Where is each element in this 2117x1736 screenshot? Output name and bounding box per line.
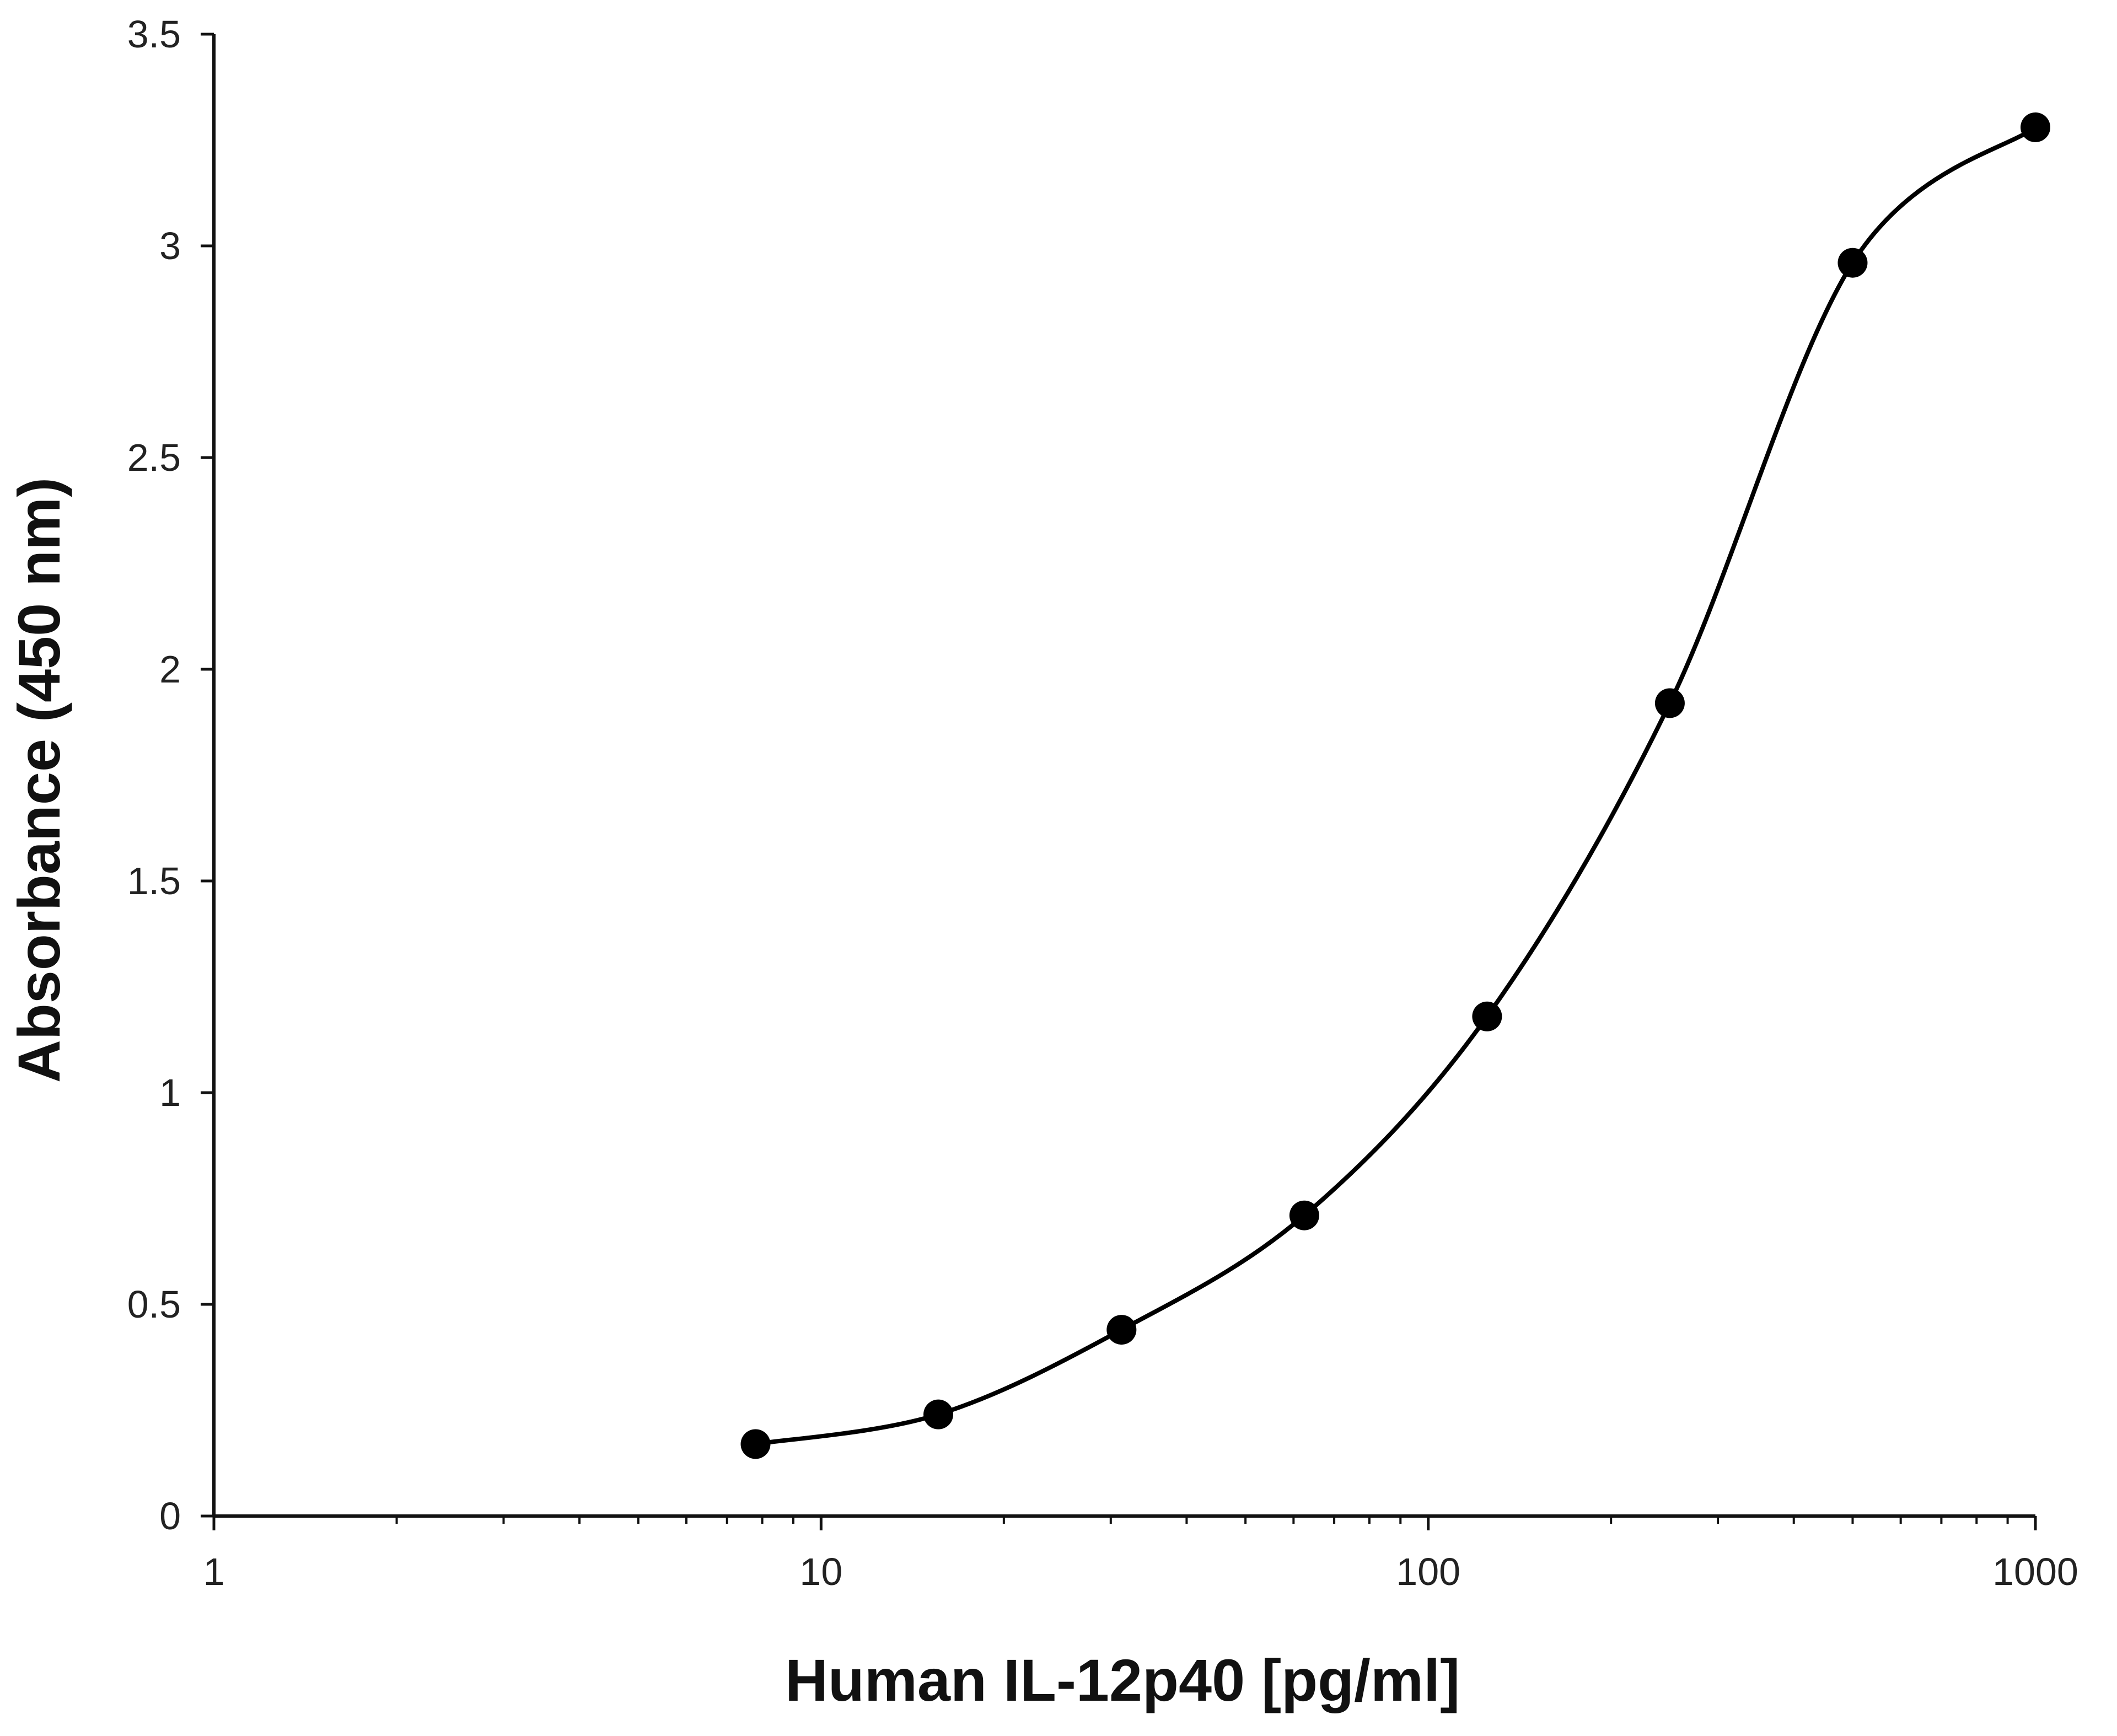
y-tick-label: 0.5 <box>127 1283 181 1326</box>
data-point <box>923 1399 954 1429</box>
x-tick-label: 100 <box>1396 1550 1460 1593</box>
data-point <box>1654 688 1685 718</box>
data-point <box>2021 112 2050 142</box>
y-tick-label: 0 <box>159 1495 181 1538</box>
y-tick-label: 1 <box>159 1071 181 1114</box>
x-tick-label: 1 <box>203 1550 225 1593</box>
y-tick-label: 1.5 <box>127 859 181 902</box>
series-line <box>755 125 2037 1447</box>
ticks <box>201 33 2037 1530</box>
tick-labels: 0 0.5 1 1.5 2 2.5 3 3.5 1 10 100 1000 <box>127 13 2078 1593</box>
points <box>740 112 2050 1459</box>
x-tick-label: 1000 <box>1992 1550 2078 1593</box>
data-point <box>1106 1315 1137 1345</box>
data-point <box>1289 1200 1319 1230</box>
data-point <box>1472 1001 1502 1031</box>
y-axis-title: Absorbance (450 nm) <box>6 477 72 1083</box>
x-tick-label: 10 <box>799 1550 842 1593</box>
y-tick-label: 2 <box>159 648 181 691</box>
curve <box>755 125 2037 1447</box>
axes <box>212 34 2035 1518</box>
y-tick-label: 3.5 <box>127 13 181 56</box>
data-point <box>740 1429 771 1459</box>
x-axis-title: Human IL-12p40 [pg/ml] <box>785 1647 1460 1713</box>
y-tick-label: 2.5 <box>127 436 181 479</box>
y-tick-label: 3 <box>159 224 181 267</box>
data-point <box>1837 248 1868 278</box>
